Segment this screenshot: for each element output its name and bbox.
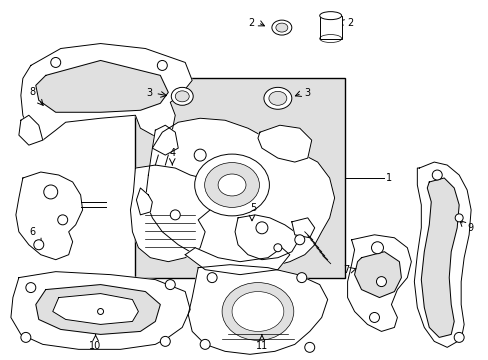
Circle shape: [371, 242, 383, 254]
Circle shape: [273, 244, 281, 252]
Ellipse shape: [275, 23, 287, 32]
Text: 11: 11: [255, 341, 267, 351]
Circle shape: [160, 336, 170, 346]
Text: 1: 1: [386, 173, 392, 183]
Circle shape: [376, 276, 386, 287]
Polygon shape: [53, 293, 138, 324]
Circle shape: [34, 240, 44, 250]
Text: 9: 9: [466, 223, 472, 233]
Ellipse shape: [264, 87, 291, 109]
Circle shape: [454, 214, 462, 222]
Circle shape: [200, 339, 210, 349]
Circle shape: [165, 280, 175, 289]
Circle shape: [58, 215, 67, 225]
Ellipse shape: [268, 91, 286, 105]
Circle shape: [431, 170, 441, 180]
Polygon shape: [235, 215, 297, 260]
Polygon shape: [291, 218, 314, 238]
Circle shape: [207, 273, 217, 283]
Polygon shape: [347, 235, 410, 332]
Text: 8: 8: [30, 87, 36, 97]
Polygon shape: [16, 172, 82, 260]
Circle shape: [21, 332, 31, 342]
Circle shape: [170, 210, 180, 220]
Text: 7: 7: [343, 265, 349, 275]
Ellipse shape: [271, 20, 291, 35]
Text: 5: 5: [249, 203, 256, 213]
Text: 2: 2: [347, 18, 353, 28]
Ellipse shape: [194, 154, 269, 216]
Text: 3: 3: [146, 88, 152, 98]
Ellipse shape: [171, 87, 193, 105]
Polygon shape: [21, 44, 192, 140]
Polygon shape: [11, 272, 190, 349]
Circle shape: [296, 273, 306, 283]
Polygon shape: [136, 188, 152, 215]
Ellipse shape: [175, 91, 189, 102]
Text: 4: 4: [169, 148, 175, 158]
Circle shape: [194, 149, 206, 161]
Polygon shape: [152, 125, 178, 155]
Polygon shape: [258, 125, 311, 162]
Circle shape: [294, 235, 304, 245]
Circle shape: [26, 283, 36, 293]
Ellipse shape: [222, 283, 293, 340]
Text: 3: 3: [304, 88, 310, 98]
Polygon shape: [19, 115, 42, 145]
Circle shape: [157, 60, 167, 71]
Text: 10: 10: [89, 341, 102, 351]
Polygon shape: [145, 118, 334, 268]
Polygon shape: [188, 265, 327, 354]
Circle shape: [453, 332, 463, 342]
Text: 6: 6: [30, 227, 36, 237]
Bar: [319, 15, 341, 39]
Polygon shape: [413, 162, 470, 347]
Circle shape: [51, 58, 61, 67]
Polygon shape: [354, 252, 401, 298]
Ellipse shape: [204, 163, 259, 207]
Polygon shape: [36, 60, 168, 112]
Circle shape: [44, 185, 58, 199]
Circle shape: [304, 342, 314, 352]
Circle shape: [255, 222, 267, 234]
Circle shape: [369, 312, 379, 323]
Ellipse shape: [232, 292, 283, 332]
Polygon shape: [36, 285, 160, 334]
Polygon shape: [185, 248, 289, 275]
Bar: [135, 78, 344, 278]
Ellipse shape: [218, 174, 245, 196]
Polygon shape: [130, 165, 215, 262]
Text: 2: 2: [248, 18, 254, 28]
Ellipse shape: [319, 12, 341, 20]
Polygon shape: [421, 178, 458, 337]
